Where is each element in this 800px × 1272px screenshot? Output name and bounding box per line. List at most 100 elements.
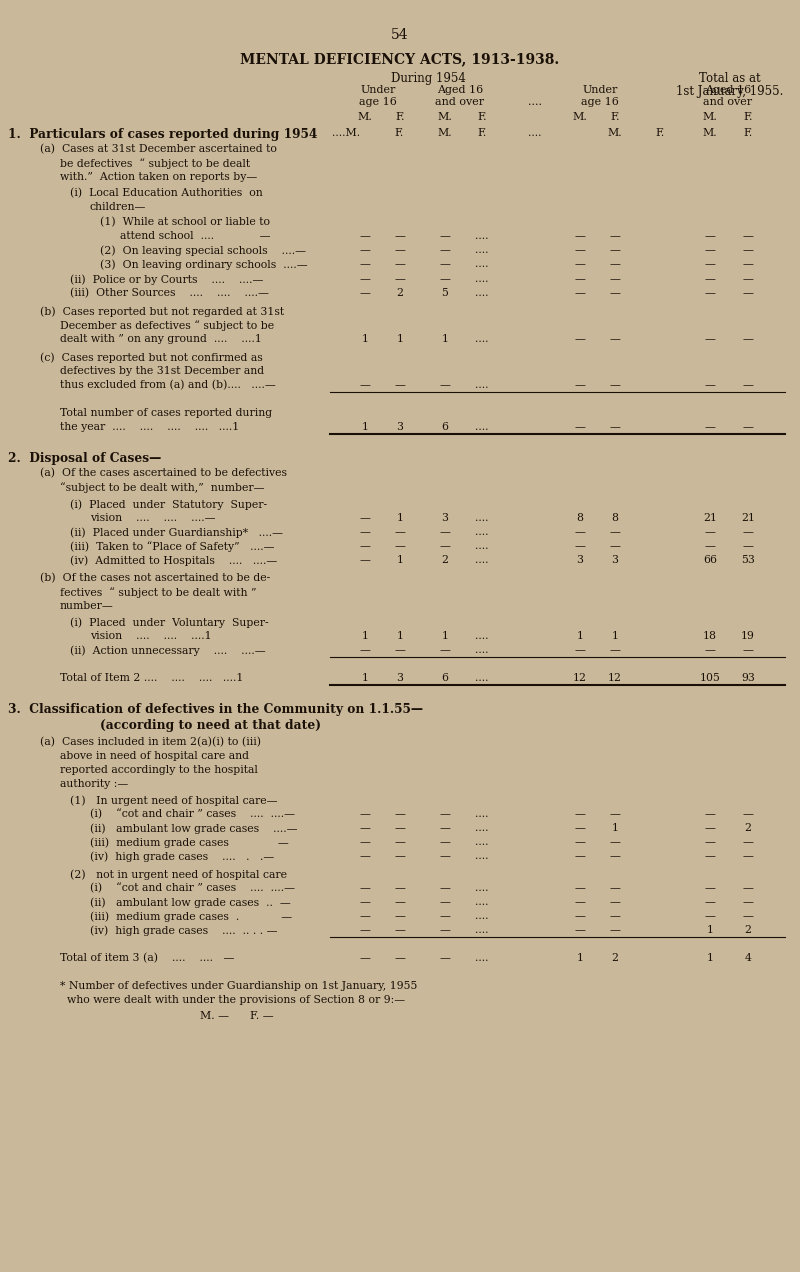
Text: —: — bbox=[359, 259, 370, 268]
Text: (c)  Cases reported but not confirmed as: (c) Cases reported but not confirmed as bbox=[40, 352, 262, 363]
Text: M.: M. bbox=[702, 128, 718, 137]
Text: —: — bbox=[705, 273, 715, 284]
Text: —: — bbox=[439, 645, 450, 655]
Text: —: — bbox=[705, 232, 715, 240]
Text: —: — bbox=[394, 259, 406, 268]
Text: above in need of hospital care and: above in need of hospital care and bbox=[60, 750, 249, 761]
Text: 3: 3 bbox=[577, 555, 583, 565]
Text: with.”  Action taken on reports by—: with.” Action taken on reports by— bbox=[60, 172, 258, 182]
Text: —: — bbox=[610, 273, 621, 284]
Text: —: — bbox=[394, 851, 406, 861]
Text: —: — bbox=[742, 645, 754, 655]
Text: M.: M. bbox=[702, 112, 718, 122]
Text: ....: .... bbox=[475, 925, 489, 935]
Text: —: — bbox=[574, 527, 586, 537]
Text: ....: .... bbox=[475, 823, 489, 833]
Text: 2: 2 bbox=[745, 823, 751, 833]
Text: ....: .... bbox=[528, 97, 542, 107]
Text: 1: 1 bbox=[362, 422, 369, 432]
Text: —: — bbox=[359, 287, 370, 298]
Text: number—: number— bbox=[60, 600, 114, 611]
Text: (a)  Cases at 31st December ascertained to: (a) Cases at 31st December ascertained t… bbox=[40, 144, 277, 154]
Text: 3: 3 bbox=[442, 513, 449, 523]
Text: —: — bbox=[610, 897, 621, 907]
Text: 1: 1 bbox=[362, 673, 369, 683]
Text: —: — bbox=[359, 837, 370, 847]
Text: —: — bbox=[359, 541, 370, 551]
Text: ....: .... bbox=[475, 232, 489, 240]
Text: (iv)  high grade cases    ....  .. . . —: (iv) high grade cases .... .. . . — bbox=[90, 925, 278, 936]
Text: authority :—: authority :— bbox=[60, 778, 128, 789]
Text: (1)  While at school or liable to: (1) While at school or liable to bbox=[100, 218, 270, 228]
Text: —: — bbox=[359, 380, 370, 391]
Text: children—: children— bbox=[90, 202, 146, 212]
Text: (3)  On leaving ordinary schools  ....—: (3) On leaving ordinary schools ....— bbox=[100, 259, 308, 270]
Text: ....: .... bbox=[475, 513, 489, 523]
Text: —: — bbox=[610, 809, 621, 819]
Text: ....: .... bbox=[475, 897, 489, 907]
Text: 54: 54 bbox=[391, 28, 409, 42]
Text: M.: M. bbox=[438, 112, 453, 122]
Text: Under: Under bbox=[582, 85, 618, 95]
Text: F.: F. bbox=[478, 112, 486, 122]
Text: ....: .... bbox=[475, 645, 489, 655]
Text: 19: 19 bbox=[741, 631, 755, 641]
Text: (according to need at that date): (according to need at that date) bbox=[100, 719, 321, 731]
Text: (i)  Placed  under  Voluntary  Super-: (i) Placed under Voluntary Super- bbox=[70, 617, 269, 627]
Text: M.: M. bbox=[438, 128, 452, 137]
Text: 1: 1 bbox=[362, 335, 369, 343]
Text: —: — bbox=[742, 541, 754, 551]
Text: 1: 1 bbox=[397, 335, 403, 343]
Text: —: — bbox=[610, 925, 621, 935]
Text: M.: M. bbox=[608, 128, 622, 137]
Text: ....: .... bbox=[475, 422, 489, 432]
Text: ....: .... bbox=[475, 259, 489, 268]
Text: vision    ....    ....    ....—: vision .... .... ....— bbox=[90, 513, 215, 523]
Text: 1: 1 bbox=[706, 953, 714, 963]
Text: 1: 1 bbox=[577, 631, 583, 641]
Text: —: — bbox=[394, 273, 406, 284]
Text: 12: 12 bbox=[608, 673, 622, 683]
Text: vision    ....    ....    ....1: vision .... .... ....1 bbox=[90, 631, 212, 641]
Text: the year  ....    ....    ....    ....   ....1: the year .... .... .... .... ....1 bbox=[60, 422, 239, 432]
Text: F.: F. bbox=[610, 112, 620, 122]
Text: —: — bbox=[574, 335, 586, 343]
Text: ....: .... bbox=[475, 883, 489, 893]
Text: —: — bbox=[742, 380, 754, 391]
Text: —: — bbox=[705, 897, 715, 907]
Text: —: — bbox=[359, 823, 370, 833]
Text: 105: 105 bbox=[699, 673, 721, 683]
Text: —: — bbox=[574, 422, 586, 432]
Text: —: — bbox=[705, 809, 715, 819]
Text: —: — bbox=[439, 380, 450, 391]
Text: —: — bbox=[394, 925, 406, 935]
Text: F.: F. bbox=[743, 128, 753, 137]
Text: 1: 1 bbox=[611, 631, 618, 641]
Text: —: — bbox=[359, 245, 370, 254]
Text: —: — bbox=[394, 645, 406, 655]
Text: fectives  “ subject to be dealt with ”: fectives “ subject to be dealt with ” bbox=[60, 586, 257, 598]
Text: F.: F. bbox=[743, 112, 753, 122]
Text: ....: .... bbox=[475, 245, 489, 254]
Text: 4: 4 bbox=[745, 953, 751, 963]
Text: 1st January, 1955.: 1st January, 1955. bbox=[676, 85, 784, 98]
Text: —: — bbox=[705, 883, 715, 893]
Text: —: — bbox=[439, 897, 450, 907]
Text: ....: .... bbox=[475, 673, 489, 683]
Text: —: — bbox=[394, 527, 406, 537]
Text: who were dealt with under the provisions of Section 8 or 9:—: who were dealt with under the provisions… bbox=[60, 995, 405, 1005]
Text: —: — bbox=[439, 925, 450, 935]
Text: and over: and over bbox=[435, 97, 485, 107]
Text: —: — bbox=[439, 953, 450, 963]
Text: Total number of cases reported during: Total number of cases reported during bbox=[60, 408, 272, 418]
Text: —: — bbox=[610, 287, 621, 298]
Text: —: — bbox=[705, 527, 715, 537]
Text: and over: and over bbox=[703, 97, 753, 107]
Text: —: — bbox=[394, 953, 406, 963]
Text: (ii)   ambulant low grade cases  ..  —: (ii) ambulant low grade cases .. — bbox=[90, 897, 290, 907]
Text: M.: M. bbox=[573, 112, 587, 122]
Text: —: — bbox=[359, 232, 370, 240]
Text: (iv)  high grade cases    ....   .   .—: (iv) high grade cases .... . .— bbox=[90, 851, 274, 861]
Text: ....: .... bbox=[475, 541, 489, 551]
Text: 8: 8 bbox=[577, 513, 583, 523]
